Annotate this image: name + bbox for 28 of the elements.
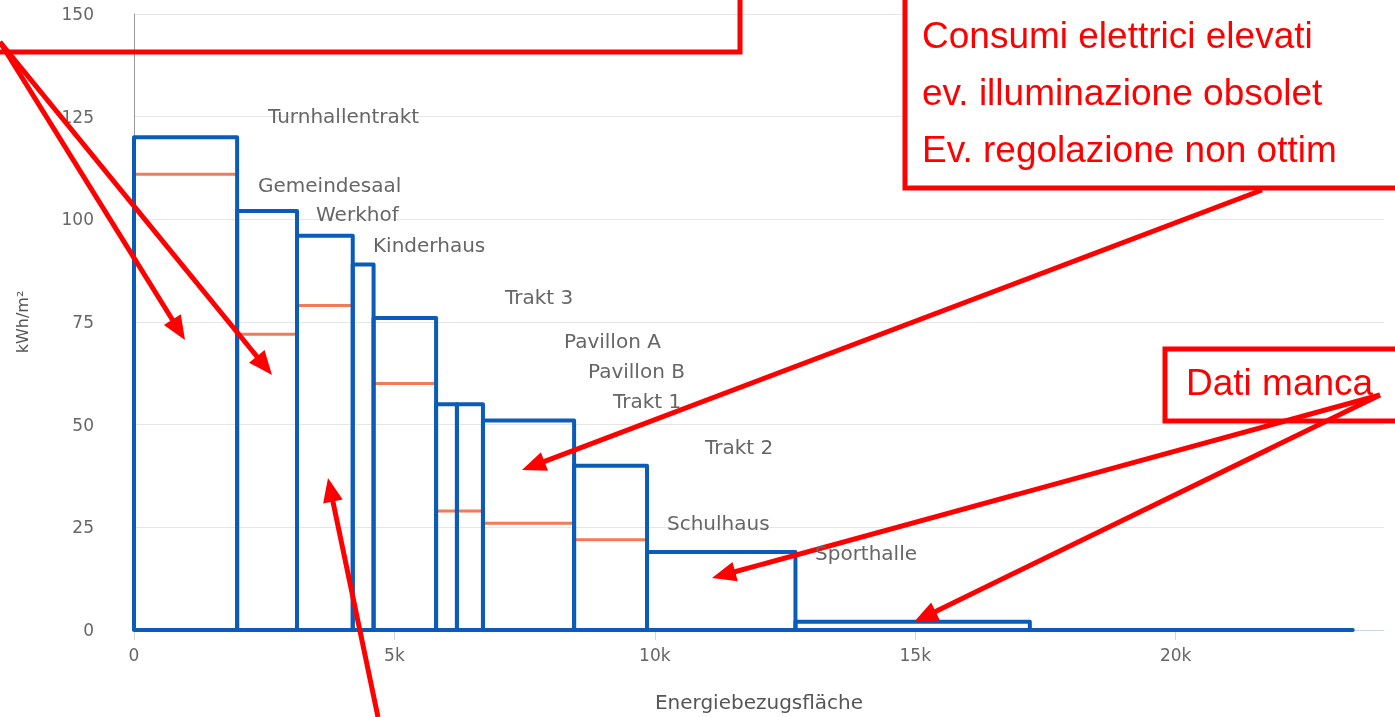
y-axis-title: kWh/m² <box>12 290 32 354</box>
annotation: ev. illuminazione obsolet <box>922 71 1324 113</box>
y-tick-label: 0 <box>83 620 94 640</box>
annotation: Pavillon B <box>588 358 685 383</box>
annotation: Sporthalle <box>815 540 918 565</box>
x-tick-label: 10k <box>639 644 671 665</box>
x-tick-label: 0 <box>128 644 140 665</box>
annotation: Trakt 2 <box>704 434 774 459</box>
annotation: Trakt 1 <box>612 388 682 413</box>
annotation: Kinderhaus <box>373 232 486 257</box>
annotation: Consumi elettrici elevati <box>922 14 1313 56</box>
annotation: Schulhaus <box>667 510 770 535</box>
annotation: Gemeindesaal <box>258 172 402 197</box>
annotation: Ev. regolazione non ottim <box>922 128 1337 170</box>
y-tick-label: 50 <box>72 414 94 435</box>
y-tick-label: 25 <box>72 517 94 538</box>
annotation: Trakt 3 <box>504 284 574 309</box>
annotation: Pavillon A <box>564 328 662 353</box>
y-tick-label: 150 <box>61 4 94 24</box>
y-tick-label: 75 <box>72 312 94 332</box>
annotation: Dati manca <box>1186 361 1374 403</box>
annotation: Werkhof <box>316 201 400 226</box>
x-tick-label: 15k <box>899 644 932 665</box>
annotation: Turnhallentrakt <box>267 103 420 128</box>
x-axis-title: Energiebezugsfläche <box>654 690 864 714</box>
x-tick-label: 5k <box>384 644 405 665</box>
x-tick-label: 20k <box>1159 644 1192 665</box>
y-tick-label: 100 <box>61 209 94 230</box>
